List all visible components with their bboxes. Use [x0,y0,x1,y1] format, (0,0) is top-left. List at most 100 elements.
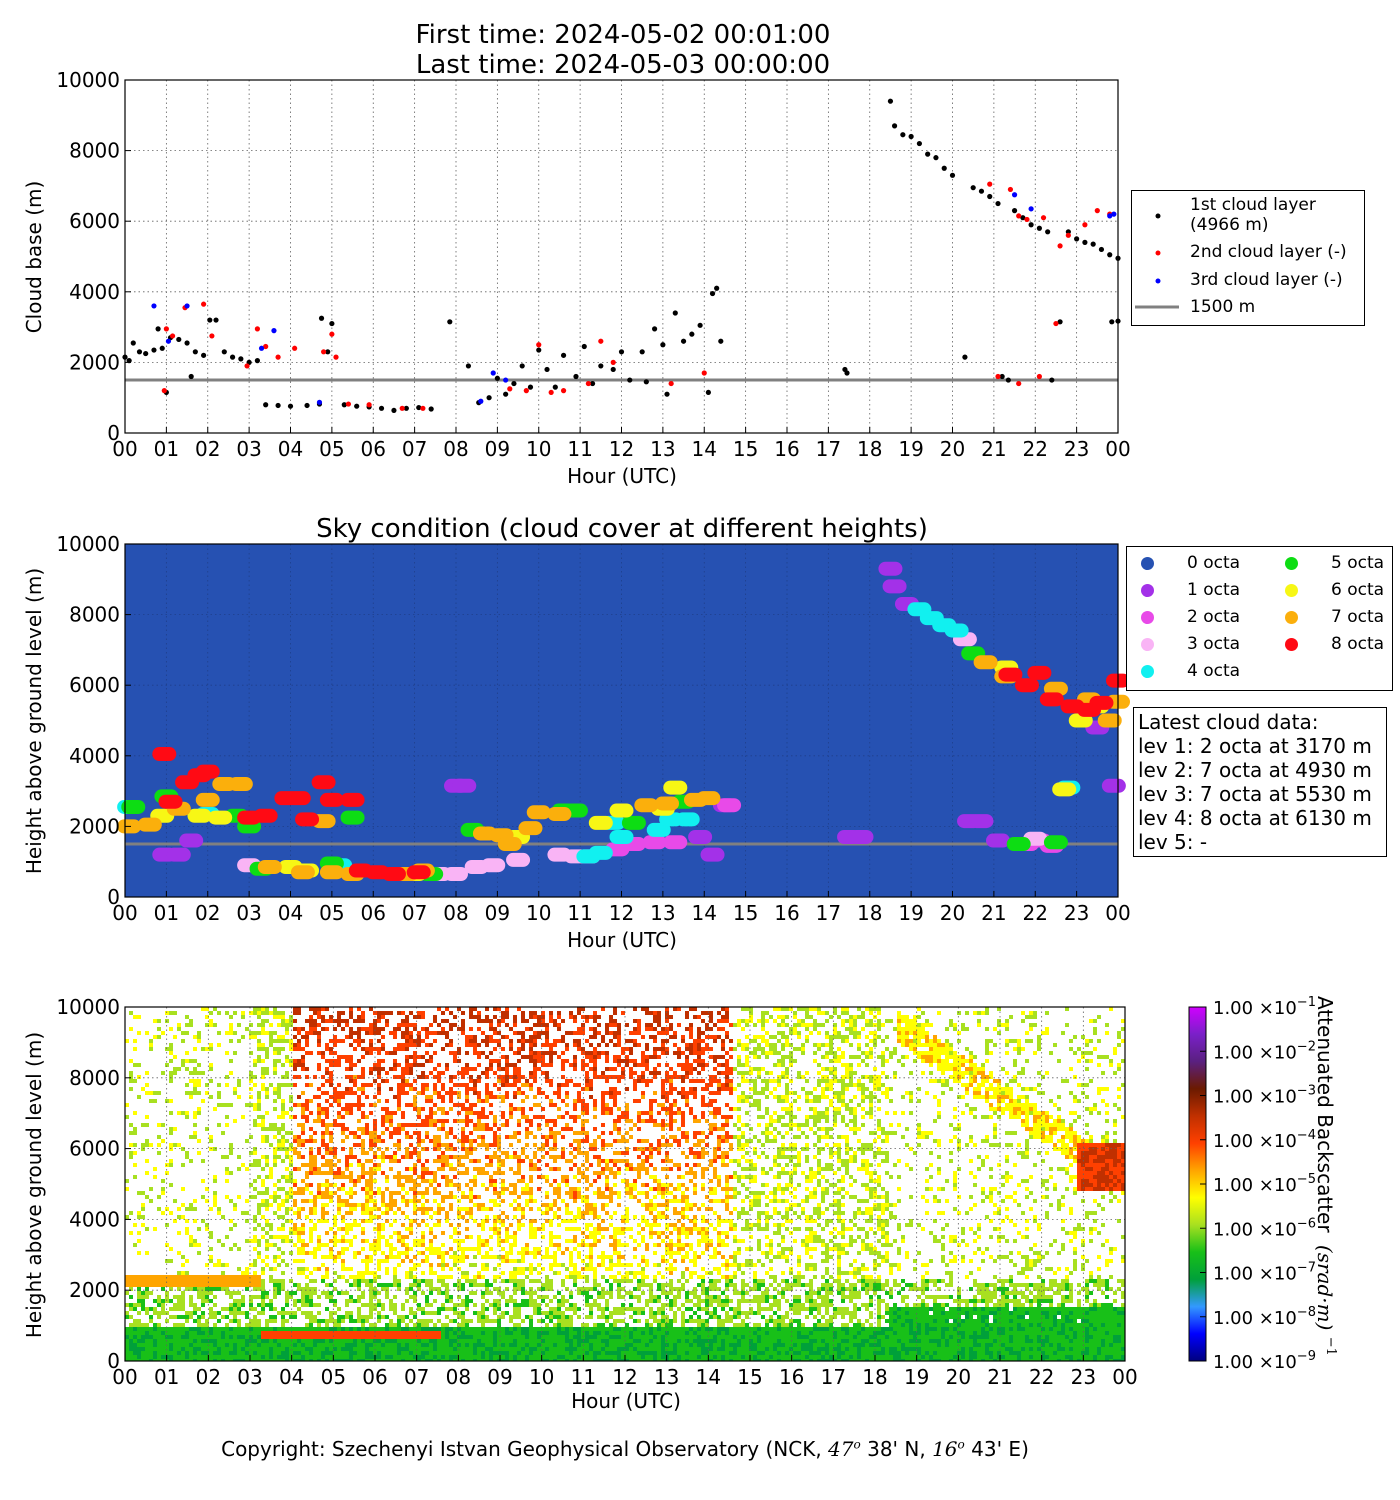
backscatter-cell [465,1167,469,1171]
backscatter-cell [437,1279,441,1283]
backscatter-cell [429,1327,433,1331]
backscatter-cell [453,1331,457,1335]
backscatter-cell [333,1119,337,1123]
backscatter-cell [169,1279,173,1283]
backscatter-cell [285,1347,289,1351]
backscatter-cell [157,1207,161,1211]
backscatter-cell [173,1347,177,1351]
backscatter-cell [217,1011,221,1015]
x-tick-label: 21 [981,901,1006,925]
backscatter-cell [329,1059,333,1063]
backscatter-cell [261,1271,265,1275]
backscatter-cell [317,1051,321,1055]
backscatter-cell [217,1347,221,1351]
cloud-base-point [585,380,592,387]
backscatter-cell [345,1351,349,1355]
backscatter-cell [385,1267,389,1271]
backscatter-cell [277,1143,281,1147]
backscatter-cell [289,1335,293,1339]
backscatter-cell [545,1339,549,1343]
backscatter-cell [349,1015,353,1019]
backscatter-cell [401,1359,405,1361]
backscatter-cell [425,1043,429,1047]
x-tick-label: 14 [692,437,717,461]
backscatter-cell [521,1075,525,1079]
backscatter-cell [365,1199,369,1203]
backscatter-cell [233,1307,237,1311]
backscatter-cell [529,1011,533,1015]
backscatter-cell [449,1355,453,1359]
backscatter-cell [373,1327,377,1331]
backscatter-cell [493,1287,497,1291]
backscatter-cell [521,1015,525,1019]
backscatter-cell [433,1355,437,1359]
backscatter-cell [481,1135,485,1139]
backscatter-cell [401,1319,405,1323]
sky-condition-mark [406,865,431,880]
backscatter-cell [337,1187,341,1191]
backscatter-cell [401,1347,405,1351]
backscatter-cell [281,1019,285,1023]
backscatter-cell [409,1335,413,1339]
backscatter-cell [517,1331,521,1335]
backscatter-cell [177,1347,181,1351]
backscatter-cell [177,1335,181,1339]
backscatter-cell [389,1339,393,1343]
backscatter-cell [369,1083,373,1087]
backscatter-cell [185,1155,189,1159]
backscatter-cell [173,1351,177,1355]
backscatter-cell [529,1187,533,1191]
backscatter-cell [205,1279,209,1283]
cloud-base-point [428,406,434,412]
backscatter-cell [137,1319,141,1323]
backscatter-cell [337,1039,341,1043]
backscatter-cell [501,1099,505,1103]
backscatter-cell [461,1319,465,1323]
x-tick-label: 09 [485,437,510,461]
backscatter-cell [337,1171,341,1175]
backscatter-cell [549,1207,553,1211]
backscatter-cell [381,1171,385,1175]
backscatter-cell [261,1203,265,1207]
backscatter-cell [445,1159,449,1163]
backscatter-cell [137,1331,141,1335]
backscatter-cell [393,1271,397,1275]
backscatter-cell [257,1251,261,1255]
backscatter-cell [345,1291,349,1295]
backscatter-cell [241,1283,245,1287]
backscatter-cell [321,1215,325,1219]
backscatter-cell [161,1179,165,1183]
backscatter-cell [293,1231,297,1235]
backscatter-cell [521,1011,525,1015]
backscatter-cell [229,1219,233,1223]
backscatter-cell [349,1027,353,1031]
cloud-base-point [151,347,157,353]
backscatter-cell [389,1347,393,1351]
backscatter-cell [497,1059,501,1063]
backscatter-cell [349,1243,353,1247]
backscatter-cell [513,1239,517,1243]
backscatter-cell [281,1127,285,1131]
backscatter-cell [453,1351,457,1355]
backscatter-cell [473,1355,477,1359]
backscatter-cell [473,1195,477,1199]
backscatter-cell [537,1123,541,1127]
backscatter-cell [537,1127,541,1131]
backscatter-cell [437,1119,441,1123]
backscatter-cell [401,1343,405,1347]
backscatter-cell [437,1075,441,1079]
backscatter-cell [245,1351,249,1355]
backscatter-cell [457,1331,461,1335]
backscatter-cell [449,1223,453,1227]
backscatter-cell [421,1231,425,1235]
backscatter-cell [281,1115,285,1119]
backscatter-cell [469,1291,473,1295]
backscatter-cell [345,1167,349,1171]
backscatter-cell [253,1215,257,1219]
backscatter-cell [153,1339,157,1343]
backscatter-cell [421,1071,425,1075]
sky-condition-mark [137,817,162,832]
backscatter-cell [365,1283,369,1287]
backscatter-cell [309,1347,313,1351]
backscatter-cell [173,1219,177,1223]
